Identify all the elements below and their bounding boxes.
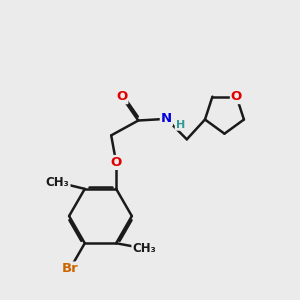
Text: CH₃: CH₃ bbox=[46, 176, 70, 189]
Text: O: O bbox=[110, 156, 122, 169]
Text: O: O bbox=[116, 90, 128, 103]
Text: O: O bbox=[231, 90, 242, 103]
Text: H: H bbox=[176, 120, 185, 130]
Text: Br: Br bbox=[61, 262, 78, 275]
Text: CH₃: CH₃ bbox=[132, 242, 156, 255]
Text: N: N bbox=[161, 112, 172, 125]
